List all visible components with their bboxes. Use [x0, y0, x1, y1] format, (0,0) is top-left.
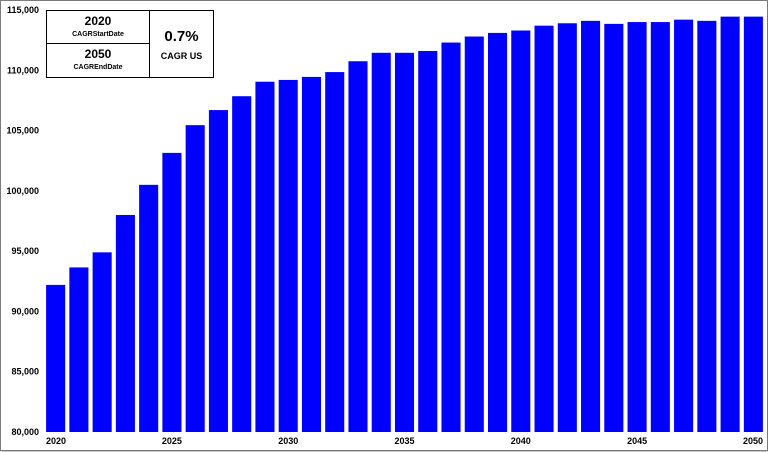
bar-2044 — [604, 23, 624, 433]
x-tick-label: 2035 — [394, 436, 414, 446]
bar-2042 — [557, 23, 577, 432]
bar-2049 — [720, 16, 740, 432]
y-tick-label: 85,000 — [11, 367, 39, 377]
bar-2021 — [69, 267, 89, 432]
bar-2046 — [650, 22, 670, 433]
bar-series — [46, 16, 763, 433]
bar-2047 — [674, 19, 694, 433]
x-tick-label: 2045 — [627, 436, 647, 446]
y-tick-label: 110,000 — [7, 65, 39, 75]
bar-2043 — [581, 20, 601, 432]
bar-2041 — [534, 25, 554, 432]
y-tick-label: 100,000 — [6, 186, 39, 196]
bar-2028 — [232, 96, 252, 433]
bar-2032 — [325, 72, 345, 432]
x-tick-label: 2020 — [46, 436, 66, 446]
bar-2024 — [139, 184, 159, 432]
y-tick-label: 90,000 — [11, 306, 39, 316]
x-tick-label: 2040 — [511, 436, 531, 446]
bar-2045 — [627, 22, 647, 433]
bar-2025 — [162, 152, 182, 432]
y-tick-label: 80,000 — [11, 427, 39, 437]
cagr-metric: CAGR US — [160, 51, 203, 61]
bar-2029 — [255, 81, 275, 433]
cagr-start-caption: CAGRStartDate — [72, 31, 124, 38]
y-axis-tick-labels: 80,000 85,000 90,000 95,000 100,000 105,000 11… — [6, 5, 39, 437]
x-tick-label: 2025 — [162, 436, 182, 446]
bar-2040 — [511, 30, 531, 432]
bar-2022 — [92, 252, 112, 432]
bar-2030 — [278, 79, 298, 433]
cagr-result: 0.7% CAGR US — [150, 11, 213, 77]
x-tick-label: 2030 — [278, 436, 298, 446]
cagr-panel: 2020 CAGRStartDate 2050 CAGREndDate 0.7%… — [46, 10, 214, 78]
bar-2039 — [488, 32, 508, 432]
bar-2023 — [115, 214, 135, 432]
bar-2048 — [697, 20, 717, 432]
x-tick-label: 2050 — [743, 436, 763, 446]
cagr-end-cell: 2050 CAGREndDate — [47, 44, 149, 77]
bar-2020 — [46, 284, 66, 432]
bar-2027 — [208, 110, 228, 432]
bar-2036 — [418, 50, 438, 433]
bar-2033 — [348, 61, 368, 433]
y-tick-label: 115,000 — [7, 5, 39, 15]
bar-2037 — [441, 42, 461, 433]
bar-2035 — [394, 52, 415, 433]
cagr-end-caption: CAGREndDate — [73, 64, 123, 71]
cagr-start-year: 2020 — [84, 14, 112, 28]
cagr-value: 0.7% — [164, 28, 199, 45]
bar-2031 — [301, 76, 321, 433]
x-axis-tick-labels: 2020 2025 2030 2035 2040 2045 2050 — [46, 436, 763, 446]
y-tick-label: 95,000 — [11, 246, 39, 256]
bar-2034 — [371, 52, 391, 433]
cagr-end-year: 2050 — [84, 47, 112, 61]
cagr-dates: 2020 CAGRStartDate 2050 CAGREndDate — [47, 11, 150, 77]
bar-2026 — [185, 125, 205, 433]
y-tick-label: 105,000 — [6, 126, 39, 136]
bar-2050 — [743, 16, 763, 432]
bar-2038 — [464, 36, 484, 432]
cagr-start-cell: 2020 CAGRStartDate — [47, 11, 149, 44]
